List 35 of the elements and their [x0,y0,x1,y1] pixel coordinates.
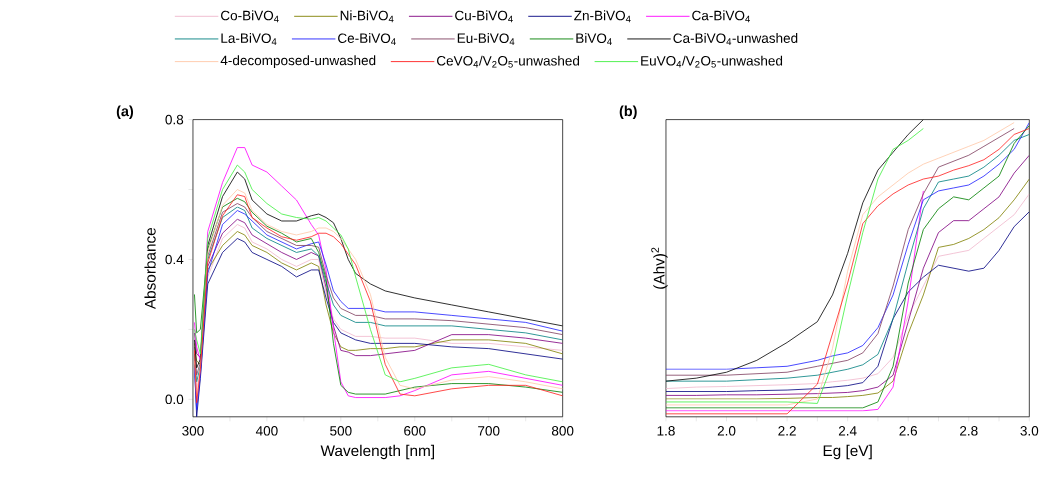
x-tick-label: 600 [404,426,426,436]
y-tick-label: 0.0 [165,394,184,405]
legend-label: 4-decomposed-unwashed [220,55,376,69]
x-tick-label: 2.6 [899,426,918,436]
legend-label: BiVO$_{4}$ [576,33,612,46]
legend-label: Ca-BiVO$_{4}$-unwashed [673,33,798,46]
x-tick-label: 700 [478,426,500,436]
legend-label: Ce-BiVO$_{4}$ [338,33,396,46]
text: (a) [116,105,134,120]
x-tick-label: 3.0 [1020,426,1039,436]
legend-label: Co-BiVO$_{4}$ [221,10,279,23]
legend-label: La-BiVO$_{4}$ [221,33,277,46]
legend-label: EuVO$_{4}$/V$_{2}$O$_{5}$-unwashed [641,55,783,68]
x-tick-label: 500 [330,426,352,436]
y-axis-title: Absorbance [144,228,156,310]
x-tick-label: 2.4 [838,426,857,436]
text: (b) [619,105,637,120]
y-axis-title: (Ahv)$^{2}$ [651,247,668,289]
legend-label: Ca-BiVO$_{4}$ [692,10,750,23]
x-axis-title: Eg [eV] [823,444,872,460]
x-tick-label: 2.8 [960,426,978,436]
legend-label: Ni-BiVO$_{4}$ [340,10,394,23]
legend-label: Cu-BiVO$_{4}$ [455,10,513,23]
y-tick-label: 0.8 [165,114,184,125]
legend-label: Zn-BiVO$_{4}$ [574,10,631,23]
x-tick-label: 2.0 [717,426,736,436]
x-tick-label: 2.2 [778,426,796,436]
x-tick-label: 800 [551,426,574,436]
y-tick-label: 0.4 [165,254,184,265]
x-tick-label: 300 [182,426,204,436]
legend-label: CeVO$_{4}$/V$_{2}$O$_{5}$-unwashed [437,55,580,68]
x-axis-title: Wavelength [nm] [320,444,434,460]
legend-label: Eu-BiVO$_{4}$ [457,33,515,46]
x-tick-label: 1.8 [657,426,675,436]
x-tick-label: 400 [255,426,278,436]
